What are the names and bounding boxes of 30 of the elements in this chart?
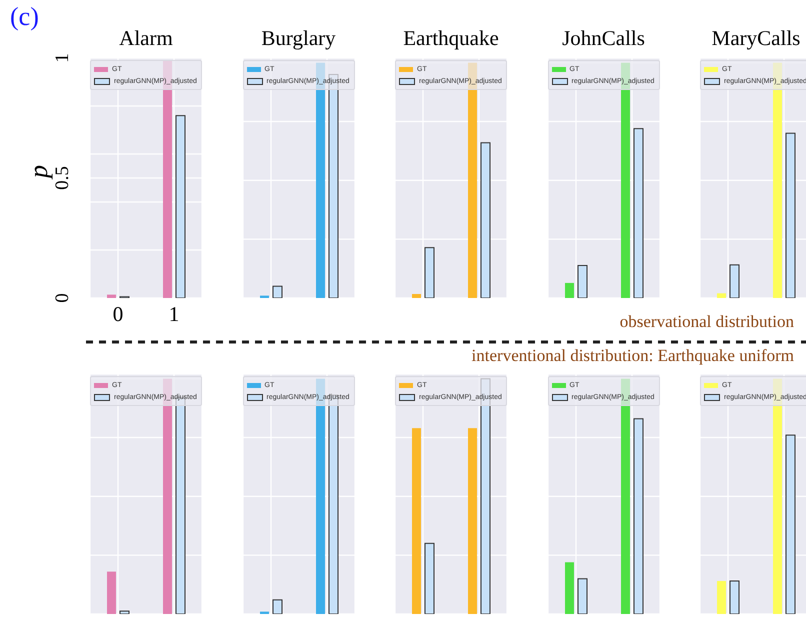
chart-title: Earthquake [402,26,500,51]
text: (c) [10,2,39,32]
text: observational distribution [620,312,794,332]
chart-title: MaryCalls [710,26,802,51]
bar [786,132,796,298]
bar [730,264,740,298]
bar [412,294,421,298]
y-tick-label: 1 [52,53,73,63]
text: interventional distribution: Earthquake uniform [472,346,794,366]
bar [633,128,643,298]
y-tick-label: 0.5 [52,166,73,190]
bar [107,294,116,298]
y-axis-title: p [24,165,54,180]
bar [564,562,574,614]
bar [272,599,282,614]
bar [120,610,130,614]
chart-title: Alarm [118,26,174,51]
bar [717,293,726,298]
chart-title: JohnCalls [561,26,646,51]
bar [424,247,434,298]
bar [107,572,116,614]
bar [564,282,574,298]
bar [272,286,282,298]
chart-title: Burglary [260,26,337,51]
bar [577,578,587,614]
y-tick-label: 0 [52,293,73,303]
bar [480,142,490,298]
bar [577,265,587,298]
bar [633,418,643,614]
bar [176,115,186,298]
